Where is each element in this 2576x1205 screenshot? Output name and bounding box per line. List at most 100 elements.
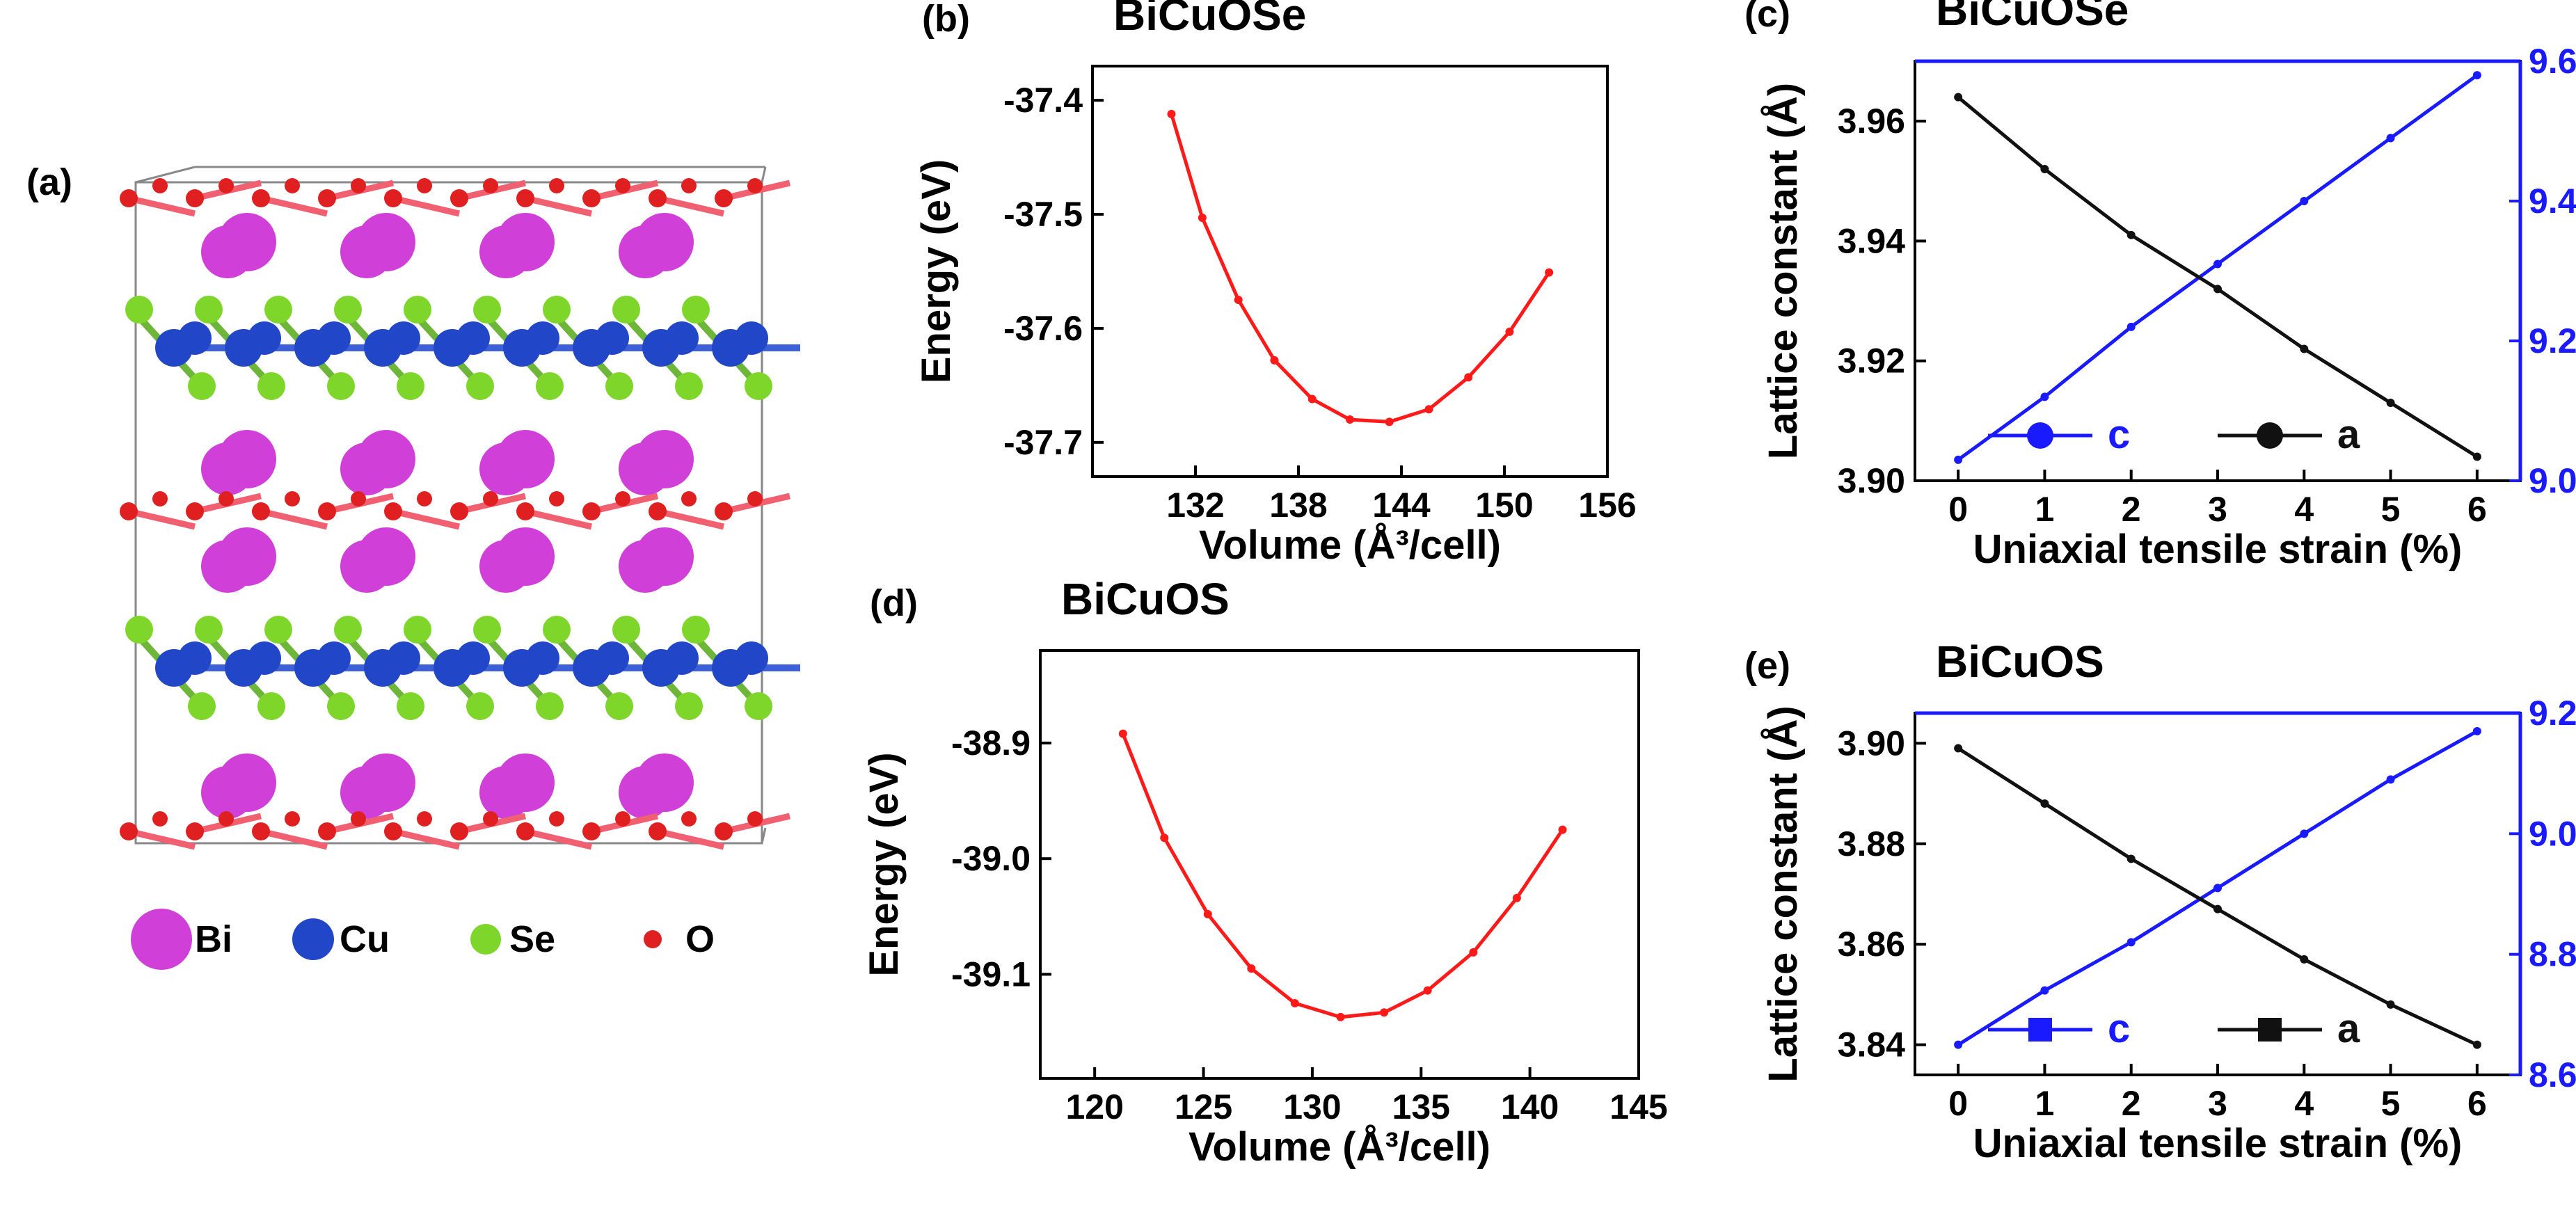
y-right-tick-label: 9.0 [2529,461,2576,500]
cu-atom [317,321,351,355]
se-atom [473,616,501,644]
o-atom [120,189,138,207]
o-atom [516,502,534,520]
bond [524,195,593,217]
o-atom [252,822,270,840]
se-legend-label: Se [509,918,555,960]
se-atom [543,296,571,324]
se-atom [257,692,285,720]
bond [127,195,196,217]
se-atom [466,372,494,400]
o-atom [318,822,336,840]
o-atom [450,189,468,207]
bi-atom [619,225,671,278]
data-point [2040,165,2049,174]
se-atom [404,296,431,324]
se-atom [397,692,424,720]
bi-atom [201,442,254,495]
o-atom [450,502,468,520]
cu-atom [735,641,768,675]
crystal-structure-panel: (a) [26,161,800,850]
cu-atom [596,321,629,355]
cu-legend-label: Cu [340,918,390,960]
data-point [1512,893,1521,902]
y-right-tick-label: 9.2 [2529,694,2576,733]
x-tick-label: 150 [1475,486,1533,525]
y-tick-label: -37.6 [1003,309,1083,348]
bi-atom [340,225,393,278]
chart-b: (b) BiCuOSe 132 138 144 150 156 -37.4 -37.5 -37.6… [914,0,1637,568]
o-atom [582,502,601,520]
bond [260,195,328,217]
bi-atom [340,540,393,593]
x-tick-label: 4 [2294,1084,2314,1123]
o-atom [681,811,697,827]
data-point [1954,455,1963,464]
o-atom [384,189,402,207]
bi-atom [619,766,671,819]
se-atom [682,296,710,324]
o-atom [218,178,234,193]
o-atom [747,811,763,827]
data-point [1270,356,1279,365]
x-tick-label: 135 [1392,1087,1450,1126]
o-atom [450,822,468,840]
cu-atom [456,641,490,675]
o-atom [318,502,336,520]
cu-atom [317,641,351,675]
cu-atom [526,641,559,675]
o-legend-ball [644,930,662,948]
data-point [1954,1040,1963,1049]
legend-marker-c [2027,422,2053,449]
se-atom [125,616,153,644]
legend-marker-a [2257,422,2283,449]
o-atom [715,189,733,207]
panel-e-label: (e) [1744,645,1790,687]
se-atom [188,372,216,400]
series-line-a [1957,747,2478,1046]
data-point [2472,727,2481,735]
se-atom [605,372,633,400]
se-atom [327,372,355,400]
y-right-tick-label: 8.6 [2529,1055,2576,1094]
chart-e: (e) BiCuOS 0 1 2 3 4 5 6 3.84 3.86 3.88 3.90 8.6 8.8 9.… [1744,637,2576,1166]
data-point [2386,399,2395,408]
legend-label-a: a [2337,412,2360,457]
x-tick-label: 6 [2467,1084,2487,1123]
o-atom [318,189,336,207]
se-atom [334,296,362,324]
x-tick-label: 2 [2122,1084,2141,1123]
x-axis-label: Uniaxial tensile strain (%) [1973,1121,2463,1166]
o-atom [549,178,564,193]
data-point [2300,344,2309,353]
x-tick-label: 145 [1609,1087,1667,1126]
bond [260,508,328,530]
o-atom [120,502,138,520]
cu-atom [456,321,490,355]
se-atom [745,692,772,720]
o-atom [417,811,432,827]
data-point [1464,373,1473,382]
data-point [2472,452,2481,461]
data-point [1505,327,1514,336]
o-atom [384,502,402,520]
o-atom [218,491,234,506]
series-line-E(V) [1121,733,1564,1019]
y-axis-label: Lattice constant (Å) [1760,83,1806,459]
cu-atom [665,641,699,675]
y-tick-label: 3.90 [1838,461,1905,500]
legend-label-a: a [2337,1006,2360,1051]
bond [127,828,196,850]
data-point [1198,213,1207,222]
data-point [2386,775,2395,784]
cu-atom [735,321,768,355]
data-point [2040,799,2049,808]
data-point [2386,1000,2395,1009]
panel-b-label: (b) [922,0,970,40]
se-atom [188,692,216,720]
x-tick-label: 5 [2381,490,2401,529]
data-point [2213,904,2222,913]
cu-atom [248,321,281,355]
o-atom [285,491,300,506]
se-atom [605,692,633,720]
